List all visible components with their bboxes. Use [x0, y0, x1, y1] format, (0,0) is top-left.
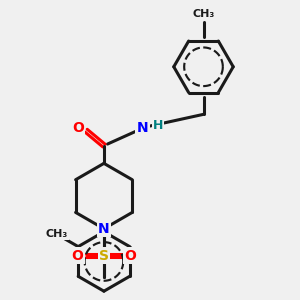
- Text: S: S: [99, 248, 109, 262]
- Text: N: N: [137, 121, 148, 135]
- Text: CH₃: CH₃: [192, 9, 214, 19]
- Text: O: O: [71, 248, 83, 262]
- Text: N: N: [98, 222, 110, 236]
- Text: CH₃: CH₃: [45, 229, 68, 239]
- Text: O: O: [125, 248, 136, 262]
- Text: O: O: [72, 121, 84, 135]
- Text: H: H: [153, 119, 163, 132]
